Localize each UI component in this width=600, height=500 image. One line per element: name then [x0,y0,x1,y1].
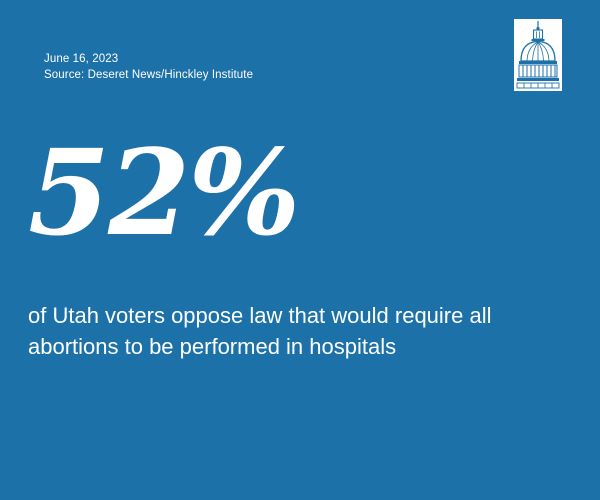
source-label: Source: Deseret News/Hinckley Institute [44,69,254,81]
date-label: June 16, 2023 [44,53,119,65]
capitol-dome-icon [514,19,562,91]
source-info: June 16, 2023 Source: Deseret News/Hinck… [44,51,253,83]
stat-description: of Utah voters oppose law that would req… [28,303,492,359]
stat-percentage: 52% [28,123,300,262]
